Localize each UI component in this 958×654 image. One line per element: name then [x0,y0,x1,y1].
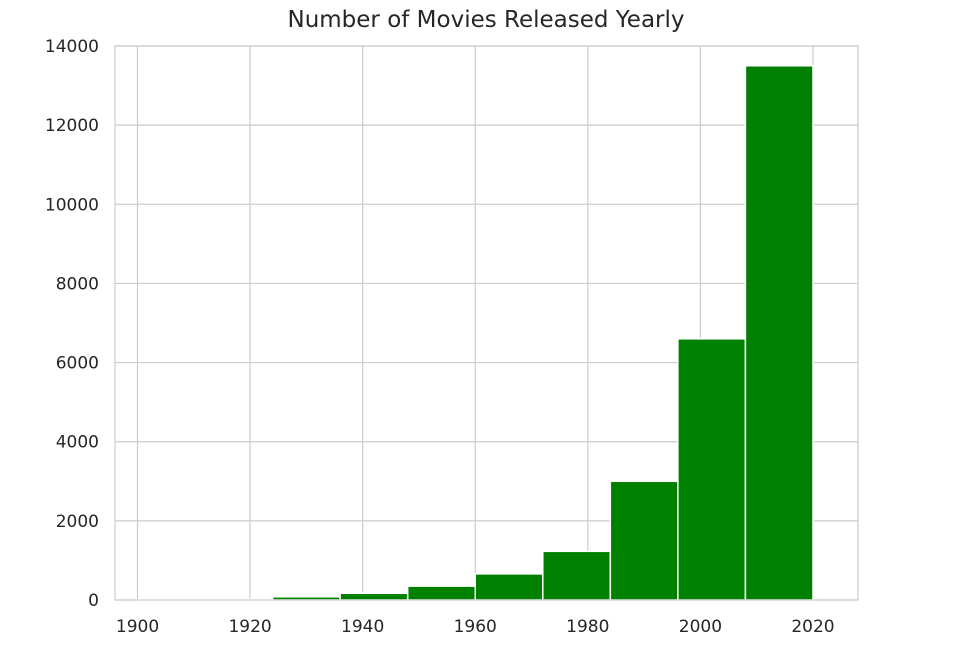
x-tick-label: 2020 [791,617,834,637]
y-tick-label: 10000 [45,195,99,215]
histogram-bar [609,480,679,601]
y-tick-label: 14000 [45,37,99,57]
x-tick-label: 2000 [679,617,722,637]
x-tick-label: 1980 [566,617,609,637]
histogram-bar [542,550,612,601]
x-tick-label: 1900 [116,617,159,637]
y-tick-label: 12000 [45,116,99,136]
histogram-bar [339,592,409,601]
histogram-bar [744,65,814,601]
histogram-bar [406,585,476,601]
y-tick-label: 4000 [56,433,99,453]
y-tick-label: 6000 [56,354,99,374]
y-tick-label: 0 [88,591,99,611]
y-tick-label: 8000 [56,274,99,294]
x-tick-label: 1940 [341,617,384,637]
y-tick-label: 2000 [56,512,99,532]
x-tick-label: 1920 [228,617,271,637]
x-axis-ticks: 1900 1920 1940 1960 1980 2000 2020 [116,617,835,637]
y-axis-ticks: 0 2000 4000 6000 8000 10000 12000 14000 [45,37,99,611]
chart-title: Number of Movies Released Yearly [287,7,685,33]
x-tick-label: 1960 [454,617,497,637]
histogram-bar [474,573,544,601]
plot-frame [114,45,859,601]
histogram-bar [677,338,747,601]
